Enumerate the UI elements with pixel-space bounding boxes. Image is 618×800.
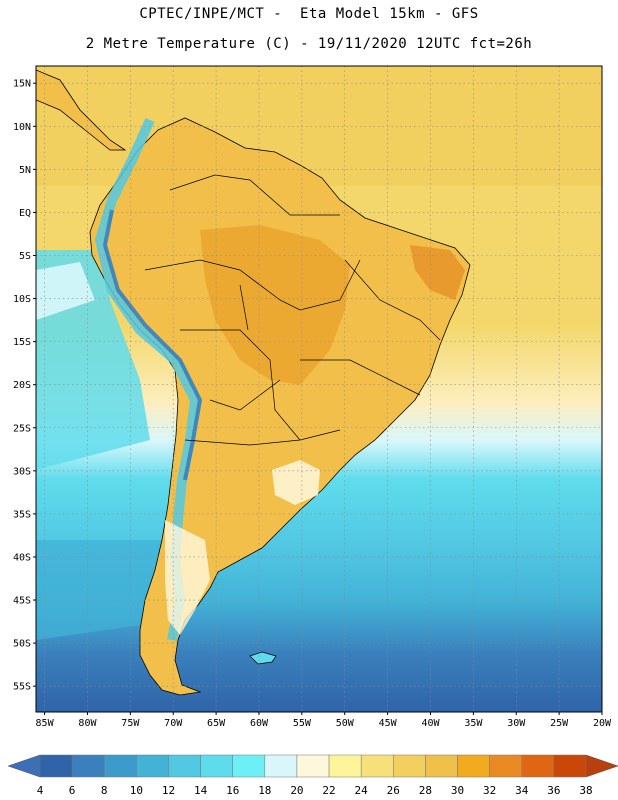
colorbar-swatch <box>328 754 362 778</box>
colorbar-label: 14 <box>194 784 208 797</box>
hot-northeast <box>410 245 465 300</box>
lat-label: 35S <box>13 509 31 520</box>
colorbar-swatch <box>136 754 169 778</box>
uruguay-cool <box>272 460 320 505</box>
lat-label: 50S <box>13 639 31 650</box>
colorbar-swatch <box>168 754 201 778</box>
colorbar-label: 24 <box>355 784 369 797</box>
colorbar-swatch <box>200 754 233 778</box>
lat-label: 25S <box>13 423 31 434</box>
hot-interior <box>200 225 350 385</box>
colorbar-label: 8 <box>101 784 108 797</box>
colorbar-swatch <box>232 754 266 778</box>
colorbar-label: 26 <box>387 784 400 797</box>
colorbar-label: 36 <box>547 784 560 797</box>
lon-label: 50W <box>336 718 355 729</box>
chart-title-field: 2 Metre Temperature (C) - 19/11/2020 12U… <box>85 36 533 52</box>
map-area <box>36 66 602 712</box>
lon-label: 35W <box>464 718 483 729</box>
colorbar-swatch <box>553 754 587 778</box>
colorbar-swatch <box>393 754 426 778</box>
lon-label: 60W <box>250 718 269 729</box>
colorbar-label: 4 <box>37 784 44 797</box>
lon-label: 75W <box>121 718 140 729</box>
patagonia-cool <box>165 520 210 635</box>
lon-label: 85W <box>36 718 55 729</box>
lat-label: EQ <box>19 208 31 219</box>
lon-label: 55W <box>293 718 312 729</box>
lat-label: 5S <box>19 251 31 262</box>
colorbar-label: 28 <box>419 784 432 797</box>
colorbar-label: 32 <box>483 784 496 797</box>
lon-label: 40W <box>421 718 440 729</box>
lon-label: 80W <box>78 718 97 729</box>
country-borders <box>144 174 441 446</box>
lon-label: 70W <box>164 718 183 729</box>
colorbar-label: 20 <box>290 784 303 797</box>
lat-label: 30S <box>13 466 31 477</box>
longitude-labels: 85W 80W 75W 70W 65W 60W 55W 50W 45W 40W 35W 30W 25W 2… <box>36 712 612 729</box>
lat-label: 55S <box>13 682 31 693</box>
lat-label: 40S <box>13 552 31 563</box>
colorbar-swatch <box>521 754 555 778</box>
colorbar-swatch <box>39 754 73 778</box>
pacific-coastal-band <box>36 262 95 320</box>
colorbar-label: 34 <box>515 784 529 797</box>
colorbar-swatch <box>489 754 523 778</box>
map-frame <box>35 65 603 713</box>
colorbar-low-arrow <box>7 754 41 778</box>
colorbar-swatch <box>103 754 137 778</box>
lat-label: 10S <box>13 294 31 305</box>
colorbar-label: 6 <box>69 784 76 797</box>
latitude-labels: 15N 10N 5N EQ 5S 10S 15S 20S 25S 30S 35S 40S 45S 50S 5… <box>13 79 36 693</box>
colorbar-label: 38 <box>579 784 592 797</box>
lat-label: 10N <box>13 122 31 133</box>
colorbar-label: 12 <box>162 784 175 797</box>
andes-core <box>102 209 203 481</box>
colorbar: 4 6 8 10 12 14 16 18 20 22 24 26 28 30 32 34 36 38 <box>7 754 618 797</box>
colorbar-label: 30 <box>451 784 464 797</box>
lat-label: 15S <box>13 337 31 348</box>
colorbar-swatch <box>425 754 458 778</box>
chart-title-model: CPTEC/INPE/MCT - Eta Model 15km - GFS <box>139 6 479 22</box>
colorbar-label: 22 <box>322 784 335 797</box>
lat-label: 45S <box>13 596 31 607</box>
central-america-land <box>36 69 127 151</box>
lat-label: 20S <box>13 380 31 391</box>
falkland-islands <box>249 651 277 665</box>
lon-label: 25W <box>550 718 569 729</box>
colorbar-swatch <box>296 754 330 778</box>
colorbar-swatch <box>264 754 298 778</box>
lon-label: 65W <box>207 718 226 729</box>
lat-label: 15N <box>13 79 31 90</box>
colorbar-swatch <box>71 754 105 778</box>
lon-label: 45W <box>379 718 398 729</box>
colorbar-swatch <box>360 754 394 778</box>
colorbar-high-arrow <box>585 754 618 778</box>
colorbar-swatch <box>457 754 490 778</box>
pacific-south <box>36 540 175 640</box>
colorbar-label: 10 <box>130 784 143 797</box>
lat-label: 5N <box>19 165 31 176</box>
colorbar-label: 16 <box>226 784 239 797</box>
lon-label: 20W <box>593 718 612 729</box>
tropical-ocean <box>36 66 602 186</box>
lon-label: 30W <box>507 718 526 729</box>
colorbar-label: 18 <box>258 784 271 797</box>
